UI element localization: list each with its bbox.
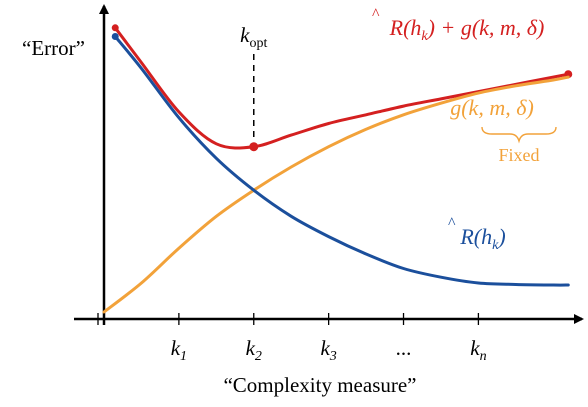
fixed-annotation: Fixed [498, 145, 539, 165]
penalty-curve [102, 75, 570, 314]
x-tick-label: ... [396, 336, 412, 360]
optimum-point [249, 142, 259, 152]
empirical-series-label: R(hk) [459, 224, 505, 253]
series-lines [102, 24, 573, 314]
x-tick-label: k3 [320, 336, 336, 364]
empirical-hat: ^ [448, 215, 456, 232]
x-ticks: k1 k2 k3... kn [171, 313, 487, 364]
fixed-brace [481, 126, 557, 144]
x-axis-title: “Complexity measure” [223, 373, 416, 397]
x-tick-label: k2 [246, 336, 262, 364]
empirical-curve [113, 35, 570, 287]
total-hat: ^ [372, 6, 380, 23]
x-tick-label: k1 [171, 336, 187, 364]
total-series-label: R(hk) + g(k, m, δ) [389, 15, 545, 44]
empirical-start-point [111, 33, 119, 40]
optimum-label: kopt [240, 23, 267, 51]
total-start-point [111, 24, 119, 32]
y-axis-title: “Error” [22, 36, 85, 60]
penalty-series-label: g(k, m, δ) [450, 95, 534, 120]
x-tick-label: kn [470, 336, 486, 364]
